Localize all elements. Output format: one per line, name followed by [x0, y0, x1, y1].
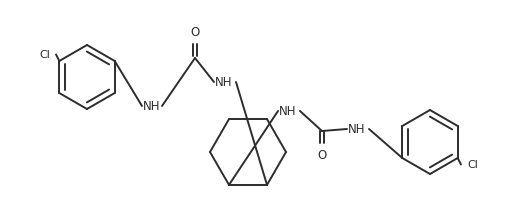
Text: O: O	[190, 26, 200, 39]
Text: NH: NH	[348, 123, 366, 136]
Text: O: O	[318, 149, 327, 162]
Text: Cl: Cl	[39, 50, 50, 60]
Text: NH: NH	[279, 105, 297, 118]
Text: NH: NH	[143, 100, 161, 113]
Text: NH: NH	[215, 76, 233, 89]
Text: Cl: Cl	[467, 160, 478, 170]
